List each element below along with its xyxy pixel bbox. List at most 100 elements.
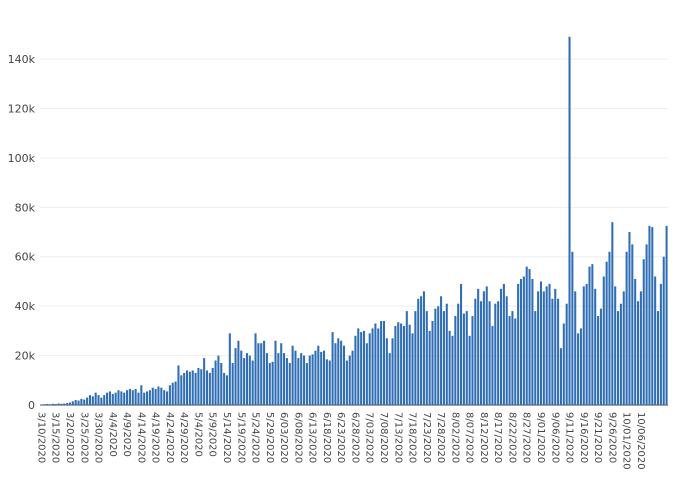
gridlines — [40, 58, 668, 406]
bar — [314, 350, 317, 405]
bar — [97, 395, 100, 405]
x-tick-label: 4/4/2020 — [107, 412, 118, 457]
bar — [462, 313, 465, 405]
bar — [163, 390, 166, 405]
bar — [194, 372, 197, 405]
bar — [345, 360, 348, 405]
bar — [491, 325, 494, 405]
x-tick-label: 6/18/2020 — [321, 412, 332, 463]
bar — [474, 298, 477, 405]
bar — [562, 323, 565, 405]
bar — [451, 335, 454, 405]
bar — [460, 283, 463, 405]
bar — [365, 343, 368, 405]
bar — [274, 340, 277, 405]
bar — [245, 353, 248, 405]
bar — [625, 251, 628, 405]
x-tick-label: 3/20/2020 — [64, 412, 75, 463]
bar — [63, 403, 66, 405]
bar — [185, 370, 189, 405]
bar — [371, 328, 374, 405]
bar — [48, 404, 52, 405]
bar — [497, 301, 500, 405]
bar — [174, 381, 177, 405]
bar — [80, 398, 83, 405]
bar — [103, 395, 106, 405]
bar — [114, 392, 117, 405]
bar — [537, 291, 540, 405]
bar — [442, 311, 445, 405]
x-tick-label: 6/23/2020 — [335, 412, 346, 463]
bar — [648, 225, 651, 405]
bar — [434, 308, 437, 405]
y-tick-label: 20k — [15, 350, 36, 363]
bar — [280, 343, 283, 405]
bar — [388, 353, 391, 405]
bar — [517, 283, 520, 405]
x-tick-label: 10/06/2020 — [635, 412, 646, 470]
bar — [331, 332, 334, 405]
x-tick-label: 7/08/2020 — [378, 412, 389, 463]
bar — [291, 345, 294, 405]
bar — [519, 278, 523, 405]
bar — [340, 340, 343, 405]
bar — [545, 286, 548, 405]
x-tick-label: 7/03/2020 — [364, 412, 375, 463]
bar — [71, 401, 74, 405]
bar — [166, 391, 169, 405]
bar — [140, 385, 143, 405]
x-tick-label: 9/11/2020 — [564, 412, 575, 463]
bar — [277, 353, 280, 405]
bar — [559, 348, 562, 405]
bar — [551, 298, 554, 405]
y-tick-label: 40k — [15, 300, 36, 313]
bar — [634, 278, 637, 405]
bar — [411, 333, 414, 405]
bar — [311, 354, 314, 405]
bar — [645, 244, 648, 405]
bar — [257, 343, 260, 405]
bar — [325, 359, 328, 405]
bar — [51, 403, 54, 405]
x-tick-label: 5/19/2020 — [235, 412, 246, 463]
bar — [328, 360, 331, 405]
bar — [599, 308, 602, 405]
bar — [577, 333, 580, 405]
x-tick-label: 8/12/2020 — [478, 412, 489, 463]
bar — [228, 333, 231, 405]
bar — [157, 386, 160, 405]
x-tick-label: 8/07/2020 — [464, 412, 475, 463]
bar — [240, 350, 243, 405]
bar — [191, 370, 194, 405]
bar — [54, 404, 57, 405]
x-tick-label: 9/21/2020 — [592, 412, 603, 463]
x-tick-label: 9/01/2020 — [535, 412, 546, 463]
bar — [100, 397, 103, 405]
bar — [248, 355, 251, 405]
x-tick-label: 5/29/2020 — [264, 412, 275, 463]
bar — [220, 362, 223, 405]
bar — [351, 350, 354, 405]
bar — [471, 316, 474, 405]
bar — [394, 325, 397, 405]
bar — [223, 372, 226, 405]
bar — [662, 256, 665, 405]
bar — [602, 276, 605, 405]
bar — [214, 360, 217, 405]
bar — [445, 303, 448, 405]
x-tick-label: 3/15/2020 — [50, 412, 61, 463]
bar — [651, 227, 654, 405]
bar — [514, 318, 517, 405]
bar — [94, 392, 97, 405]
bars — [40, 36, 668, 405]
bar — [368, 333, 371, 405]
bar — [294, 350, 297, 405]
y-axis-ticks: 0 20k 40k 60k 80k 100k 120k 140k — [8, 53, 36, 412]
bar — [128, 388, 131, 405]
bar — [417, 298, 420, 405]
bar — [180, 375, 183, 405]
bar — [46, 404, 49, 405]
bar — [357, 328, 360, 405]
bar — [317, 345, 320, 405]
bar — [534, 311, 537, 405]
